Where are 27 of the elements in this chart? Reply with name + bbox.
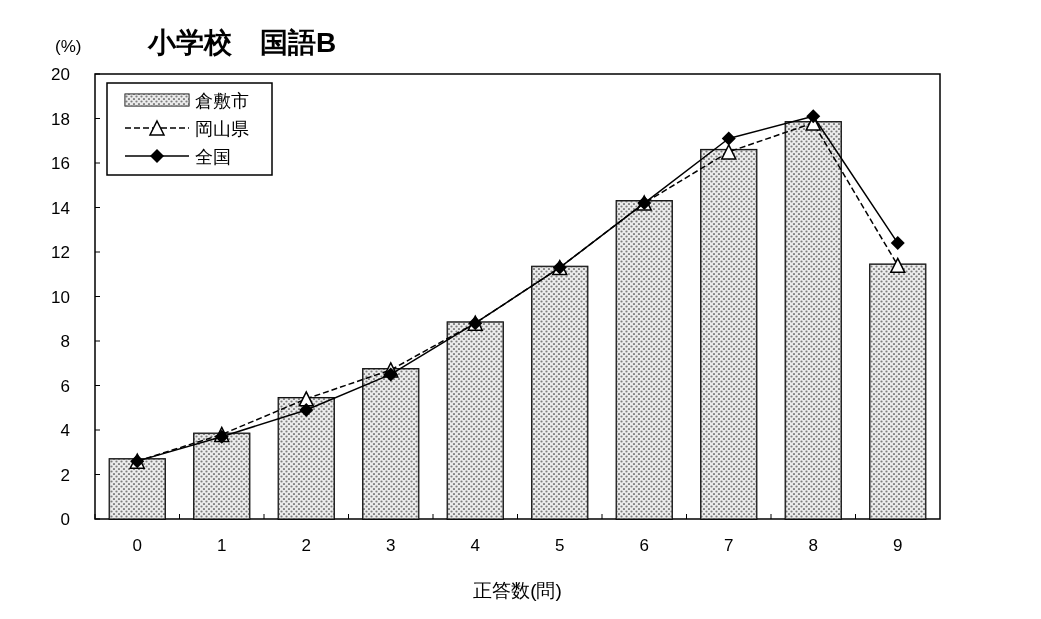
y-tick-label: 10 [51, 287, 70, 307]
x-tick-label: 3 [386, 536, 396, 555]
x-tick-label: 8 [808, 536, 818, 555]
x-tick-label: 4 [470, 536, 480, 555]
legend-label: 岡山県 [195, 119, 249, 139]
x-tick-label: 2 [301, 536, 311, 555]
x-tick-label: 9 [893, 536, 903, 555]
y-tick-label: 6 [60, 376, 70, 396]
y-tick-label: 8 [60, 332, 70, 351]
y-tick-label: 14 [51, 198, 70, 218]
y-tick-label: 16 [51, 154, 70, 173]
y-axis-title: (%) [55, 37, 82, 56]
y-tick-label: 0 [60, 510, 70, 529]
x-axis-title: 正答数(問) [473, 580, 562, 601]
x-tick-label: 5 [555, 536, 565, 555]
y-tick-label: 18 [51, 109, 70, 129]
y-tick-label: 4 [60, 421, 70, 440]
x-tick-label: 0 [132, 536, 142, 555]
legend-label: 倉敷市 [195, 91, 249, 111]
x-tick-label: 6 [639, 536, 649, 555]
y-tick-label: 2 [60, 465, 70, 485]
x-tick-label: 7 [724, 536, 734, 555]
legend-label: 全国 [195, 147, 231, 167]
y-tick-label: 20 [51, 65, 70, 84]
x-tick-label: 1 [217, 536, 227, 555]
chart-title: 小学校 国語B [147, 27, 337, 58]
y-tick-label: 12 [51, 243, 70, 262]
